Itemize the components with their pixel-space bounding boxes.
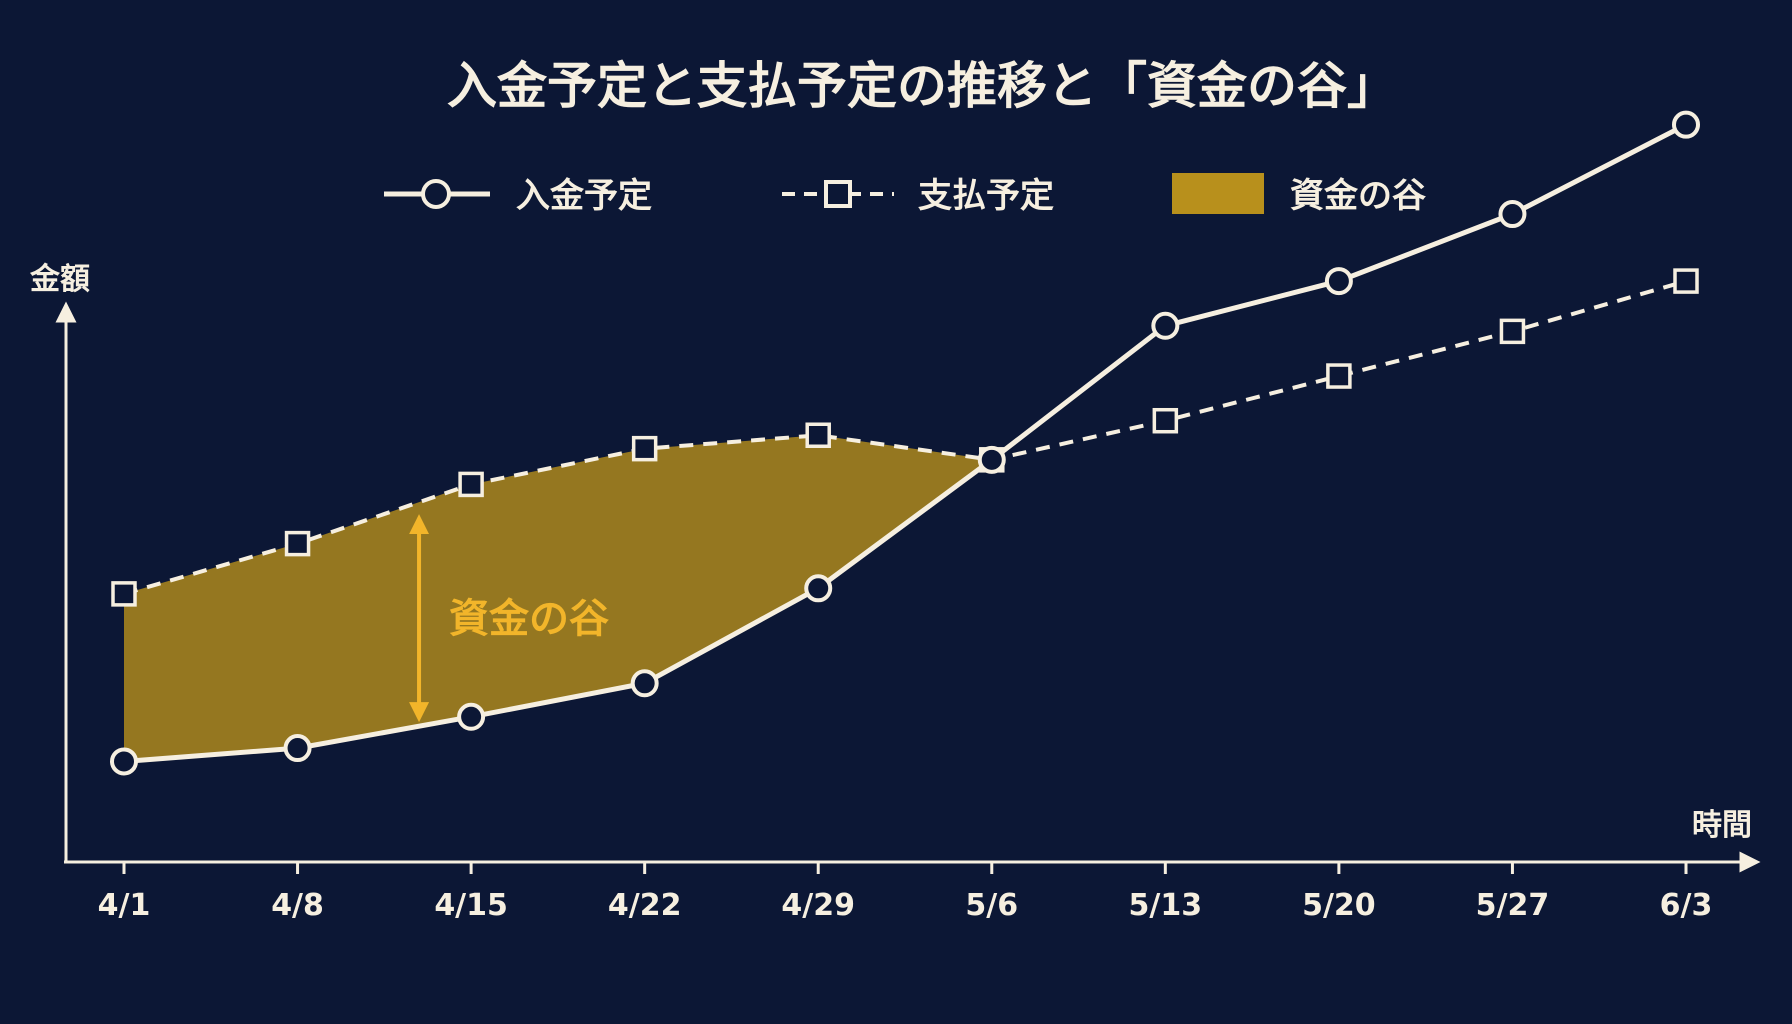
- legend-item-income: 入金予定: [384, 176, 652, 216]
- payment-points: [111, 268, 1699, 607]
- income-point: [630, 669, 659, 698]
- payment-point: [111, 581, 137, 607]
- income-point: [977, 445, 1006, 474]
- income-line: [123, 122, 1688, 764]
- payment-point: [284, 530, 311, 557]
- x-tick-label: 5/6: [965, 888, 1018, 923]
- legend-payment-label: 支払予定: [918, 176, 1054, 216]
- valley-annotation-label: 資金の谷: [449, 596, 609, 642]
- x-ticks: 4/1 4/8 4/15 4/22 4/29 5/6 5/13 5/20 5/27 6/3: [98, 862, 1713, 923]
- x-tick-label: 4/22: [608, 888, 682, 923]
- payment-point: [1152, 407, 1179, 434]
- x-tick-label: 6/3: [1660, 888, 1713, 923]
- y-axis-label: 金額: [29, 262, 90, 297]
- legend-income-label: 入金予定: [516, 176, 652, 216]
- payment-point: [805, 422, 831, 449]
- legend-item-valley: 資金の谷: [1172, 173, 1426, 216]
- x-axis-label: 時間: [1692, 808, 1752, 843]
- payment-line: [123, 279, 1687, 596]
- income-point: [110, 747, 138, 776]
- payment-point: [1326, 363, 1352, 389]
- income-point: [457, 702, 486, 731]
- income-point: [1498, 200, 1527, 229]
- x-tick-label: 5/27: [1476, 888, 1550, 923]
- legend: 入金予定 支払予定 資金の谷: [384, 173, 1426, 216]
- legend-item-payment: 支払予定: [782, 176, 1054, 216]
- x-tick-label: 5/13: [1129, 888, 1203, 923]
- legend-valley-swatch: [1172, 173, 1264, 214]
- legend-income-marker: [421, 179, 451, 209]
- chart-title: 入金予定と支払予定の推移と「資金の谷」: [447, 57, 1397, 115]
- valley-area: [124, 435, 992, 762]
- legend-valley-label: 資金の谷: [1290, 176, 1426, 216]
- income-point: [1151, 311, 1180, 340]
- x-tick-label: 4/15: [434, 888, 508, 923]
- income-points: [110, 110, 1700, 776]
- income-point: [804, 574, 833, 603]
- x-tick-label: 5/20: [1302, 888, 1376, 923]
- income-point: [283, 734, 312, 763]
- x-tick-label: 4/1: [98, 888, 151, 923]
- payment-point: [458, 471, 484, 498]
- x-tick-label: 4/8: [271, 888, 324, 923]
- valley-annotation: 資金の谷: [409, 514, 609, 723]
- income-point: [1324, 267, 1353, 296]
- payment-point: [1499, 318, 1526, 345]
- payment-point: [631, 435, 658, 462]
- payment-point: [1673, 268, 1699, 294]
- legend-payment-marker: [824, 180, 852, 208]
- income-point: [1672, 110, 1700, 139]
- x-tick-label: 4/29: [781, 888, 855, 923]
